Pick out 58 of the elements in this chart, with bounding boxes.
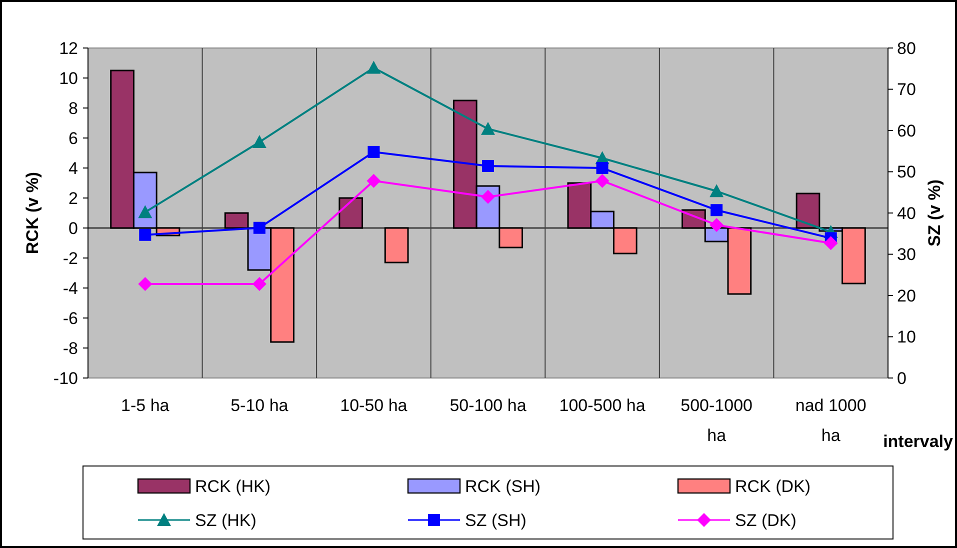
y2-tick-label: 70 <box>897 80 916 100</box>
y-tick-label: 0 <box>68 218 78 238</box>
point <box>481 122 495 135</box>
x-tick-label: 500-1000 ha <box>680 396 752 445</box>
y-axis-title: RCK (v %) <box>23 172 42 254</box>
y2-tick-label: 60 <box>897 121 916 140</box>
y2-tick-label: 50 <box>897 162 916 182</box>
point <box>252 135 266 148</box>
y2-tick-label: 20 <box>897 286 916 306</box>
legend-label: SZ (SH) <box>465 510 526 530</box>
point <box>138 276 152 291</box>
point <box>138 205 152 218</box>
point <box>366 60 381 74</box>
y-tick-label: 4 <box>68 158 78 178</box>
point <box>710 184 724 198</box>
y-tick-label: 2 <box>68 188 78 208</box>
point <box>710 218 724 232</box>
point <box>368 146 380 158</box>
y2-axis-title: SZ (v %) <box>925 179 944 247</box>
point <box>595 174 610 188</box>
x-axis-title: intervaly <box>883 432 954 451</box>
y-tick-label: -4 <box>62 278 78 298</box>
bar <box>384 227 409 264</box>
bar <box>224 212 249 229</box>
y-tick-label: 10 <box>59 68 78 88</box>
legend-label: RCK (SH) <box>465 476 541 496</box>
y2-tick-label: 80 <box>897 38 916 58</box>
x-tick-label: 1-5 ha <box>121 396 170 415</box>
legend-label: SZ (DK) <box>735 510 796 530</box>
bar <box>338 197 364 229</box>
y-tick-label: 6 <box>68 128 78 148</box>
point <box>481 190 495 204</box>
legend-label: RCK (HK) <box>195 476 271 496</box>
y-tick-label: -10 <box>53 368 78 388</box>
y-tick-label: -2 <box>62 248 78 268</box>
point <box>710 204 723 216</box>
point <box>253 222 266 234</box>
y-tick-label: 12 <box>59 38 78 58</box>
point <box>596 162 608 174</box>
x-tick-label: 100-500 ha <box>559 396 646 415</box>
y2-tick-label: 30 <box>897 245 916 264</box>
y2-tick-label: 10 <box>897 328 916 347</box>
point <box>482 160 494 172</box>
point <box>366 174 381 188</box>
y-tick-label: -8 <box>62 338 78 358</box>
x-tick-label: 10-50 ha <box>340 396 408 415</box>
legend-label: RCK (DK) <box>735 476 811 496</box>
y-tick-label: -6 <box>62 308 78 328</box>
y2-tick-label: 40 <box>897 204 916 223</box>
legend-label: SZ (HK) <box>195 510 256 530</box>
point <box>252 276 266 291</box>
y-tick-label: 8 <box>68 98 78 118</box>
x-tick-label: nad 1000 ha <box>795 396 866 445</box>
x-tick-label: 5-10 ha <box>230 396 289 415</box>
point <box>139 228 152 241</box>
x-tick-label: 50-100 ha <box>450 396 527 415</box>
point <box>824 236 838 250</box>
y2-tick-label: 0 <box>897 368 906 388</box>
